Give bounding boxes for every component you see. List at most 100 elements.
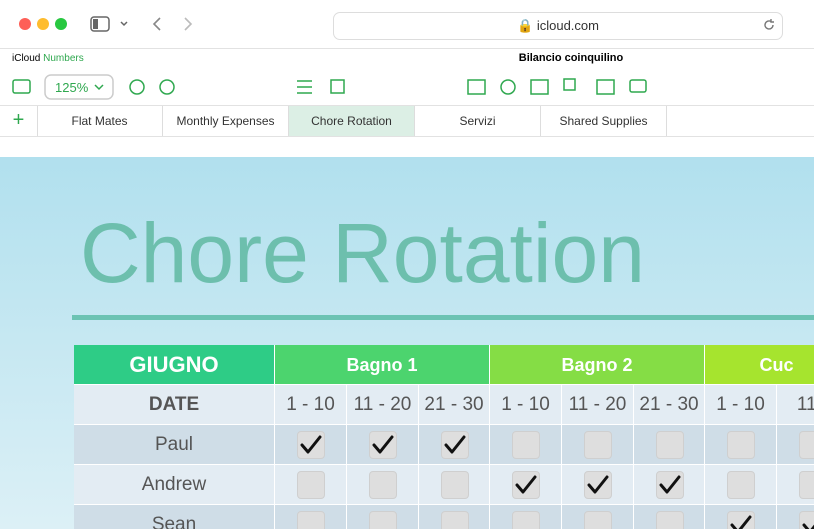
check-cell bbox=[634, 505, 705, 529]
media-icon[interactable] bbox=[596, 79, 615, 95]
checkbox[interactable] bbox=[799, 511, 814, 529]
check-cell bbox=[490, 425, 562, 465]
checkbox[interactable] bbox=[440, 471, 469, 499]
sheet-title: Chore Rotation bbox=[80, 206, 645, 300]
checkbox[interactable] bbox=[655, 511, 684, 529]
check-cell bbox=[347, 425, 419, 465]
document-title: Bilancio coinquilino bbox=[518, 52, 624, 64]
check-cell bbox=[275, 425, 347, 465]
app-brand: iCloud Numbers bbox=[12, 53, 84, 64]
format-list-icon[interactable] bbox=[297, 80, 312, 94]
chevron-down[interactable] bbox=[120, 21, 128, 27]
table-insert-icon[interactable] bbox=[330, 79, 345, 94]
checkmark bbox=[515, 475, 537, 494]
checkbox[interactable] bbox=[297, 511, 325, 529]
brand: iCloud bbox=[12, 53, 41, 64]
period-header: 21 - 30 bbox=[419, 385, 490, 425]
sheet-tab[interactable]: Chore Rotation bbox=[289, 106, 415, 136]
period-header: 11 - 20 bbox=[562, 385, 634, 425]
sheet-canvas: Chore Rotation GIUGNO Bagno 1 Bagno 2 Cuc DA… bbox=[0, 157, 814, 529]
title-rule bbox=[72, 315, 814, 320]
period-header: 1 - 10 bbox=[705, 385, 777, 425]
checkbox[interactable] bbox=[440, 431, 469, 459]
check-cell bbox=[705, 425, 777, 465]
date-label: DATE bbox=[74, 385, 275, 425]
zoom-menu[interactable] bbox=[44, 74, 114, 100]
checkbox[interactable] bbox=[369, 511, 397, 529]
check-path bbox=[659, 475, 680, 494]
close-button[interactable] bbox=[19, 18, 31, 30]
checkbox[interactable] bbox=[440, 511, 469, 529]
check-cell bbox=[634, 425, 705, 465]
check-cell bbox=[562, 505, 634, 529]
checkbox[interactable] bbox=[584, 471, 612, 499]
sidebar-icon[interactable] bbox=[90, 16, 110, 32]
url-text: icloud.com bbox=[536, 18, 599, 33]
group-header: Cuc bbox=[705, 345, 814, 385]
period-header: 11 - bbox=[777, 385, 814, 425]
checkbox[interactable] bbox=[512, 471, 540, 499]
sheet-tab[interactable]: Monthly Expenses bbox=[163, 106, 289, 136]
checkbox[interactable] bbox=[655, 431, 684, 459]
check-cell bbox=[777, 505, 814, 529]
checkbox[interactable] bbox=[584, 431, 612, 459]
check-cell bbox=[275, 465, 347, 505]
check-cell bbox=[347, 505, 419, 529]
period-header: 1 - 10 bbox=[490, 385, 562, 425]
row-name: Paul bbox=[74, 425, 275, 465]
back-button[interactable] bbox=[152, 17, 161, 31]
checkbox[interactable] bbox=[297, 431, 325, 459]
checkbox[interactable] bbox=[369, 471, 397, 499]
sheet-tab[interactable]: Flat Mates bbox=[37, 106, 163, 136]
checkbox[interactable] bbox=[584, 511, 612, 529]
sheet-tab[interactable]: Servizi bbox=[415, 106, 541, 136]
add-sheet-button[interactable]: + bbox=[0, 106, 38, 136]
comment-icon[interactable] bbox=[629, 79, 647, 93]
zoom-button[interactable] bbox=[55, 18, 67, 30]
minimize-button[interactable] bbox=[37, 18, 49, 30]
checkmark bbox=[587, 475, 609, 494]
table-icon[interactable] bbox=[467, 79, 486, 95]
checkmark bbox=[802, 523, 814, 529]
check-cell bbox=[419, 425, 490, 465]
checkmark bbox=[444, 435, 465, 454]
checkbox[interactable] bbox=[727, 511, 755, 529]
product: Numbers bbox=[43, 53, 84, 64]
check-cell bbox=[347, 465, 419, 505]
check-cell bbox=[777, 465, 814, 505]
check-path bbox=[802, 523, 814, 529]
checkbox[interactable] bbox=[727, 431, 755, 459]
check-cell bbox=[777, 425, 814, 465]
shape-icon[interactable] bbox=[563, 78, 576, 91]
chart-icon[interactable] bbox=[500, 79, 516, 95]
check-cell bbox=[705, 505, 777, 529]
text-icon[interactable] bbox=[530, 79, 549, 95]
zoom-chevron bbox=[94, 84, 104, 91]
redo-button[interactable] bbox=[159, 79, 175, 95]
address-bar[interactable]: 🔒 icloud.com bbox=[333, 12, 783, 40]
checkbox[interactable] bbox=[369, 431, 397, 459]
checkbox[interactable] bbox=[799, 471, 814, 499]
checkbox[interactable] bbox=[727, 471, 755, 499]
checkmark bbox=[659, 475, 680, 494]
check-cell bbox=[634, 465, 705, 505]
group-header: Bagno 1 bbox=[275, 345, 490, 385]
view-icon[interactable] bbox=[12, 79, 31, 94]
checkbox[interactable] bbox=[799, 431, 814, 459]
checkbox[interactable] bbox=[297, 471, 325, 499]
checkmark bbox=[730, 515, 752, 529]
check-cell bbox=[705, 465, 777, 505]
undo-button[interactable] bbox=[129, 79, 145, 95]
checkbox[interactable] bbox=[512, 431, 540, 459]
checkbox[interactable] bbox=[512, 511, 540, 529]
sheet-tab[interactable]: Shared Supplies bbox=[541, 106, 667, 136]
zoom-value: 125% bbox=[55, 80, 89, 95]
period-header: 1 - 10 bbox=[275, 385, 347, 425]
reload-button[interactable] bbox=[762, 18, 776, 32]
check-path bbox=[300, 435, 322, 454]
check-path bbox=[515, 475, 537, 494]
forward-button[interactable] bbox=[184, 17, 193, 31]
checkbox[interactable] bbox=[655, 471, 684, 499]
check-cell bbox=[562, 425, 634, 465]
